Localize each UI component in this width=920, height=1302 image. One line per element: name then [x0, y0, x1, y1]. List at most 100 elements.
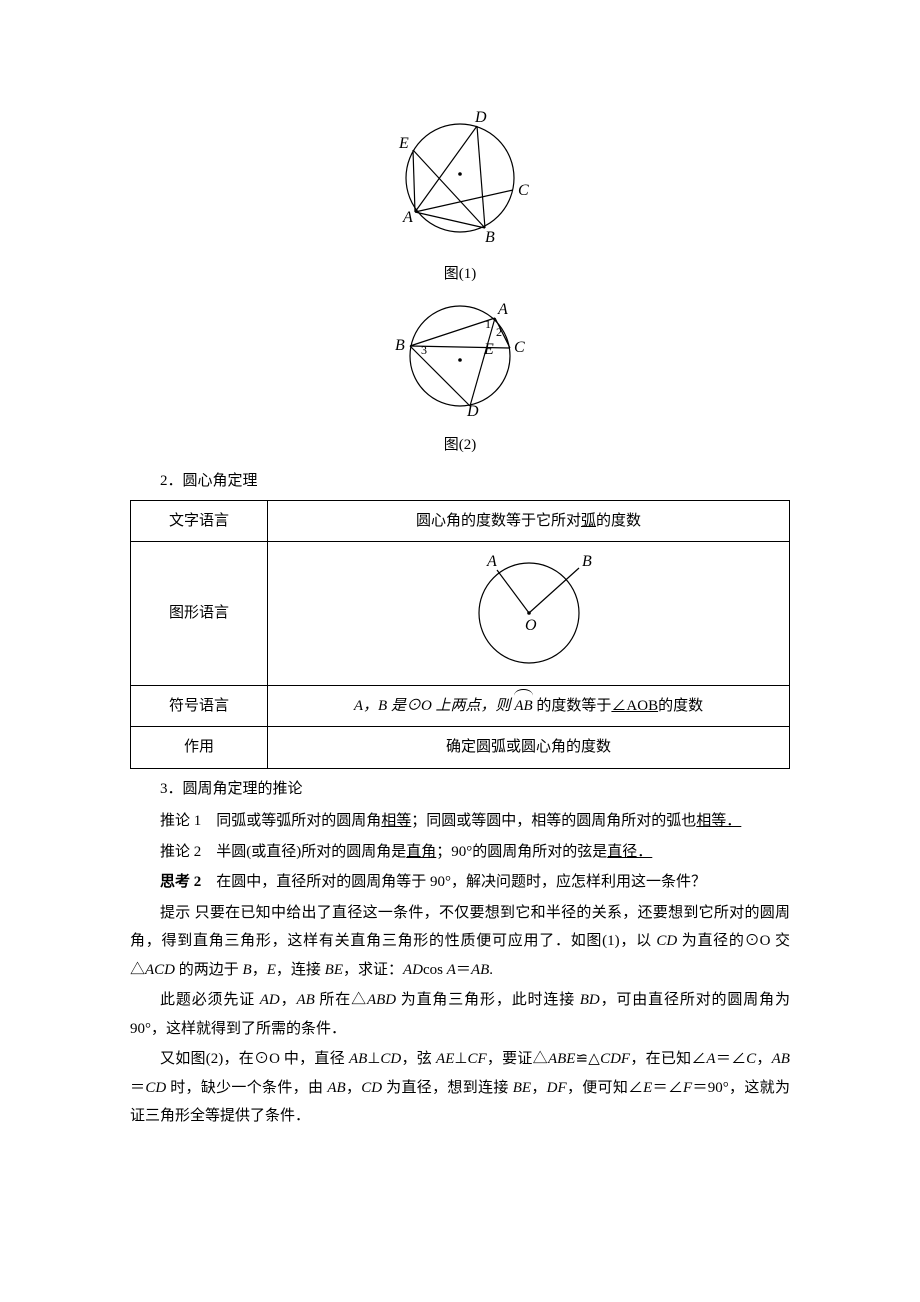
fp-cong: ≌△ [575, 1051, 600, 1067]
fp-abe: ABE [548, 1051, 576, 1067]
fp-m5: 时，缺少一个条件，由 [166, 1080, 327, 1096]
fig2-label-d: D [466, 403, 479, 416]
hp-cos: cos [423, 962, 447, 978]
section-2-heading: 2．圆心角定理 [130, 467, 790, 496]
fig1-label-d: D [474, 110, 487, 126]
c1-mid: ；同圆或等圆中，相等的圆周角所对的弧也 [411, 813, 696, 829]
row2-content: A B O [268, 542, 790, 686]
fp-m3: ，在已知∠ [630, 1051, 706, 1067]
fp-ab: AB [349, 1051, 367, 1067]
r3-under-text: ∠AOB [611, 698, 658, 714]
fp-cd2: CD [145, 1080, 166, 1096]
c2-mid: ；90°的圆周角所对的弦是 [436, 844, 607, 860]
fp-m6: ， [346, 1080, 362, 1096]
hp-e: E [267, 962, 276, 978]
hp-acd: ACD [145, 962, 175, 978]
row1-content: 圆心角的度数等于它所对弧的度数 [268, 500, 790, 542]
hp-be: BE [325, 962, 343, 978]
fig2-angle-2: 2 [496, 325, 502, 339]
fp-df: DF [547, 1080, 567, 1096]
r1-suf: 的度数 [596, 513, 641, 529]
r3-mid: 的度数等于 [533, 698, 612, 714]
mp-ad: AD [260, 992, 280, 1008]
fp-eq1: ＝∠ [716, 1051, 747, 1067]
think-2: 思考 2 在圆中，直径所对的圆周角等于 90°，解决问题时，应怎样利用这一条件？ [130, 868, 790, 897]
table-fig-b: B [582, 553, 592, 570]
must-paragraph: 此题必须先证 AD，AB 所在△ABD 为直角三角形，此时连接 BD，可由直径所… [130, 986, 790, 1043]
hp-cd: CD [656, 933, 677, 949]
document-page: A B C D E 图(1) A B C D E 1 2 [0, 0, 920, 1193]
table-row: 图形语言 A B O [131, 542, 790, 686]
mp-m2: 为直角三角形，此时连接 [396, 992, 580, 1008]
r3-pre: A，B 是⊙O 上两点，则 [354, 698, 514, 714]
fp-m4: ， [756, 1051, 772, 1067]
row4-label: 作用 [131, 727, 268, 769]
r3-arc: AB [514, 692, 532, 721]
row3-content: A，B 是⊙O 上两点，则 AB 的度数等于∠AOB的度数 [268, 685, 790, 727]
fp-m9: ，便可知∠ [567, 1080, 644, 1096]
fp-cd: CD [380, 1051, 401, 1067]
fig1-label-e: E [398, 135, 409, 152]
fp-p2: ⊥ [454, 1051, 467, 1067]
fig1-label-c: C [518, 182, 529, 199]
hp-c1: ， [252, 962, 267, 978]
fp-m1: ，弦 [401, 1051, 436, 1067]
hint-paragraph: 提示 只要在已知中给出了直径这一条件，不仅要想到它和半径的关系，还要想到它所对的… [130, 899, 790, 985]
mp-c1: ， [280, 992, 297, 1008]
fp-ab2: AB [772, 1051, 790, 1067]
central-angle-table: 文字语言 圆心角的度数等于它所对弧的度数 图形语言 A B O 符号语言 [130, 500, 790, 769]
fp-m8: ， [531, 1080, 547, 1096]
fp-eq2: ＝ [130, 1080, 145, 1096]
hp-m2: 的两边于 [175, 962, 243, 978]
row2-label: 图形语言 [131, 542, 268, 686]
mp-ab: AB [296, 992, 314, 1008]
hp-eq: ＝ [456, 962, 471, 978]
row1-label: 文字语言 [131, 500, 268, 542]
fp-a: A [706, 1051, 715, 1067]
fp-m2: ，要证△ [487, 1051, 548, 1067]
table-row: 作用 确定圆弧或圆心角的度数 [131, 727, 790, 769]
c2-u1: 直角 [406, 844, 436, 860]
c2-u2: 直径． [607, 844, 652, 860]
r1-u: 弧 [581, 513, 596, 529]
row4-content: 确定圆弧或圆心角的度数 [268, 727, 790, 769]
fig2-angle-3: 3 [421, 343, 427, 357]
hp-b: B [243, 962, 252, 978]
fp-c: C [746, 1051, 756, 1067]
table-row: 符号语言 A，B 是⊙O 上两点，则 AB 的度数等于∠AOB的度数 [131, 685, 790, 727]
fp-e: E [643, 1080, 652, 1096]
think2-q: 在圆中，直径所对的圆周角等于 90°，解决问题时，应怎样利用这一条件？ [201, 874, 706, 890]
section-3-heading: 3．圆周角定理的推论 [130, 775, 790, 804]
mp-pre: 此题必须先证 [160, 992, 260, 1008]
mp-m1: 所在△ [315, 992, 367, 1008]
hp-ab: AB [471, 962, 489, 978]
table-fig-o: O [525, 617, 537, 634]
figure-2: A B C D E 1 2 3 [130, 296, 790, 427]
c1-u2: 相等． [696, 813, 741, 829]
mp-bd: BD [580, 992, 600, 1008]
fp-cf: CF [467, 1051, 486, 1067]
fig2-label-a: A [497, 301, 508, 318]
fp-f: F [683, 1080, 692, 1096]
c1-pre: 推论 1 同弧或等弧所对的圆周角 [160, 813, 381, 829]
fp-be: BE [513, 1080, 531, 1096]
r3-under: ∠AOB [611, 698, 658, 714]
hp-m3: ，连接 [276, 962, 325, 978]
fp-m7: 为直径，想到连接 [382, 1080, 513, 1096]
hp-a: A [447, 962, 456, 978]
r3-post: 的度数 [658, 698, 703, 714]
fig2-label-c: C [514, 339, 525, 356]
row3-label: 符号语言 [131, 685, 268, 727]
fp-p1: ⊥ [367, 1051, 380, 1067]
corollary-1: 推论 1 同弧或等弧所对的圆周角相等；同圆或等圆中，相等的圆周角所对的弧也相等． [130, 807, 790, 836]
fp-ab3: AB [327, 1080, 345, 1096]
fp-cd3: CD [361, 1080, 382, 1096]
fig1-label-a: A [402, 209, 413, 226]
fig2-angle-1: 1 [485, 317, 491, 331]
fig1-label-b: B [485, 229, 495, 245]
hp-ad: AD [403, 962, 423, 978]
corollary-2: 推论 2 半圆(或直径)所对的圆周角是直角；90°的圆周角所对的弦是直径． [130, 838, 790, 867]
c2-pre: 推论 2 半圆(或直径)所对的圆周角是 [160, 844, 406, 860]
table-fig-a: A [486, 553, 497, 570]
fig2-label-b: B [395, 337, 405, 354]
